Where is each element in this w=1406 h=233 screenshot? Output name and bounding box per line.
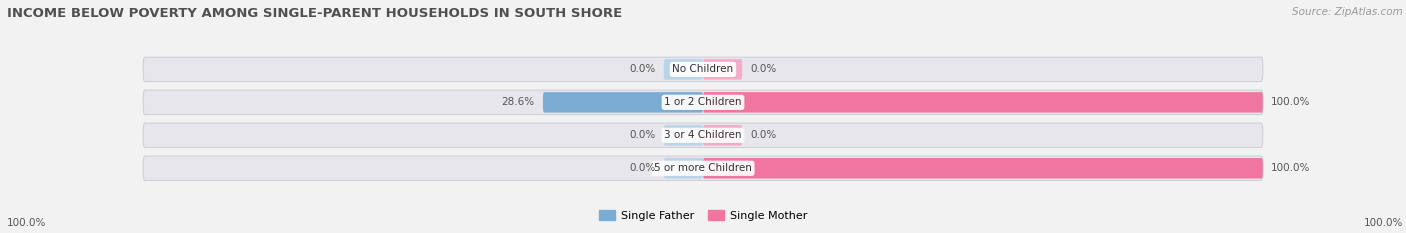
FancyBboxPatch shape: [703, 59, 742, 80]
FancyBboxPatch shape: [143, 123, 1263, 147]
Text: 1 or 2 Children: 1 or 2 Children: [664, 97, 742, 107]
Text: 100.0%: 100.0%: [1271, 97, 1310, 107]
FancyBboxPatch shape: [703, 158, 1263, 178]
FancyBboxPatch shape: [664, 158, 703, 178]
FancyBboxPatch shape: [143, 57, 1263, 82]
Text: 0.0%: 0.0%: [628, 163, 655, 173]
Text: No Children: No Children: [672, 64, 734, 74]
Legend: Single Father, Single Mother: Single Father, Single Mother: [595, 206, 811, 225]
FancyBboxPatch shape: [664, 125, 703, 146]
Text: 0.0%: 0.0%: [751, 64, 778, 74]
Text: 100.0%: 100.0%: [7, 218, 46, 228]
FancyBboxPatch shape: [703, 125, 742, 146]
FancyBboxPatch shape: [664, 59, 703, 80]
Text: 0.0%: 0.0%: [751, 130, 778, 140]
Text: 28.6%: 28.6%: [502, 97, 534, 107]
Text: 3 or 4 Children: 3 or 4 Children: [664, 130, 742, 140]
Text: 100.0%: 100.0%: [1271, 163, 1310, 173]
Text: Source: ZipAtlas.com: Source: ZipAtlas.com: [1292, 7, 1403, 17]
Text: 0.0%: 0.0%: [628, 64, 655, 74]
Text: 0.0%: 0.0%: [628, 130, 655, 140]
Text: INCOME BELOW POVERTY AMONG SINGLE-PARENT HOUSEHOLDS IN SOUTH SHORE: INCOME BELOW POVERTY AMONG SINGLE-PARENT…: [7, 7, 623, 20]
Text: 100.0%: 100.0%: [1364, 218, 1403, 228]
FancyBboxPatch shape: [703, 92, 1263, 113]
Text: 5 or more Children: 5 or more Children: [654, 163, 752, 173]
FancyBboxPatch shape: [543, 92, 703, 113]
FancyBboxPatch shape: [143, 90, 1263, 115]
FancyBboxPatch shape: [143, 156, 1263, 181]
